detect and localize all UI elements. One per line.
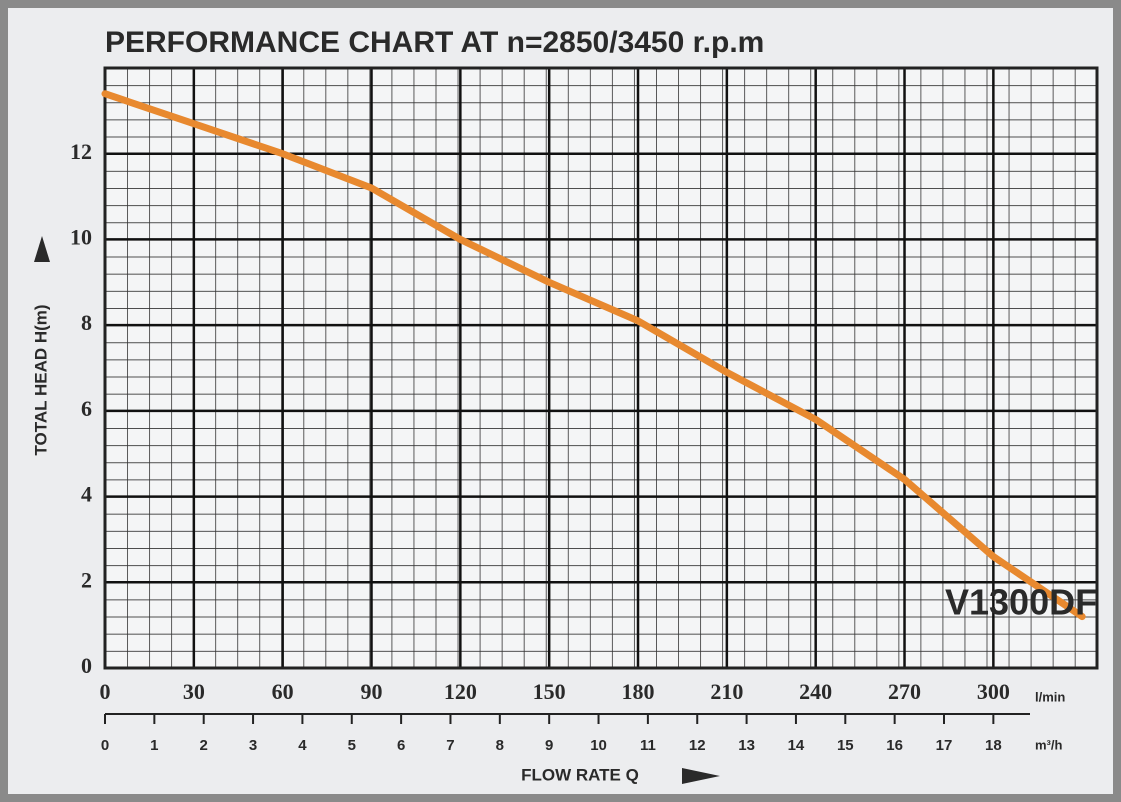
x2-tick-label: 8: [496, 737, 504, 754]
x-tick-label: 210: [710, 679, 743, 704]
y-tick-label: 8: [81, 310, 92, 335]
x2-tick-label: 5: [348, 737, 356, 754]
x-tick-label: 60: [272, 679, 294, 704]
data-line: [101, 90, 1086, 621]
x2-tick-label: 17: [936, 737, 953, 754]
minor-grid: [105, 68, 1097, 668]
plot-border: [103, 66, 1099, 670]
x-tick-label: 300: [977, 679, 1010, 704]
y-axis-arrow: [34, 236, 50, 262]
y-axis-label: TOTAL HEAD H(m): [31, 304, 50, 455]
y-tick-label: 4: [81, 482, 92, 507]
x-tick-label: 180: [622, 679, 655, 704]
x-tick-label: 270: [888, 679, 921, 704]
x2-unit: m³/h: [1035, 737, 1063, 752]
x2-tick-label: 11: [640, 737, 656, 754]
x-tick-label: 30: [183, 679, 205, 704]
y-tick-label: 6: [81, 396, 92, 421]
x-tick-label: 120: [444, 679, 477, 704]
x2-tick-label: 16: [886, 737, 903, 754]
x-axis-label: FLOW RATE Q: [521, 765, 639, 784]
x-tick-label: 150: [533, 679, 566, 704]
y-tick-label: 12: [70, 139, 92, 164]
x2-tick-label: 12: [689, 737, 706, 754]
x2-tick-label: 7: [446, 737, 454, 754]
x-tick-label: 240: [799, 679, 832, 704]
x2-tick-label: 4: [298, 737, 307, 754]
y-tick-label: 0: [81, 653, 92, 678]
x-axis-arrow: [682, 768, 720, 784]
x2-tick-label: 6: [397, 737, 405, 754]
x-tick-label: 0: [100, 679, 111, 704]
x2-tick-label: 0: [101, 737, 109, 754]
x2-tick-label: 10: [590, 737, 607, 754]
model-annotation: V1300DF: [945, 582, 1097, 623]
y-tick-label: 10: [70, 224, 92, 249]
x2-tick-label: 2: [200, 737, 208, 754]
x-unit: l/min: [1035, 689, 1065, 704]
y-tick-label: 2: [81, 567, 92, 592]
x2-tick-label: 9: [545, 737, 553, 754]
x2-tick-label: 15: [837, 737, 854, 754]
x2-tick-label: 1: [150, 737, 158, 754]
x2-tick-label: 13: [738, 737, 755, 754]
chart-title: PERFORMANCE CHART AT n=2850/3450 r.p.m: [105, 26, 764, 59]
x2-tick-label: 14: [788, 737, 805, 754]
x2-tick-label: 18: [985, 737, 1002, 754]
x2-tick-label: 3: [249, 737, 257, 754]
x-tick-label: 90: [361, 679, 383, 704]
